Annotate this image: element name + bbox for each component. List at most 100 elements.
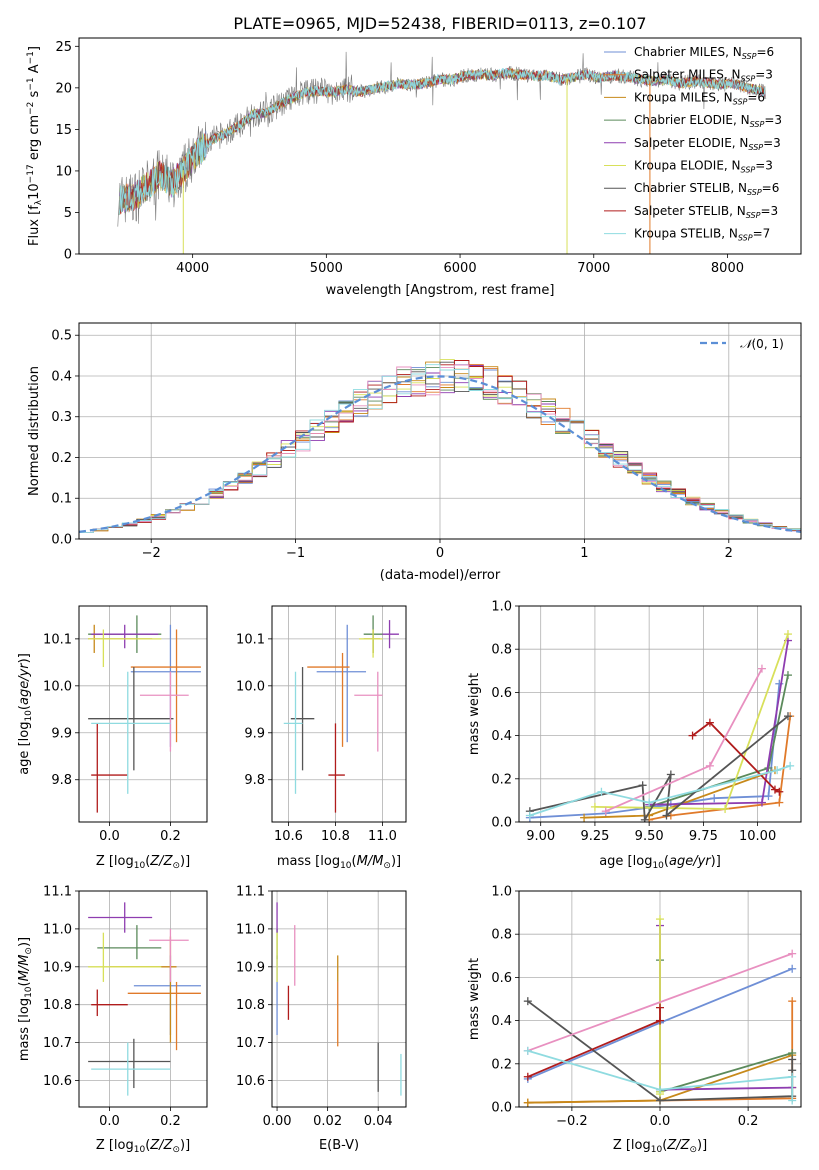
weight-point-marker [656, 1003, 664, 1012]
errorbar-point [91, 723, 128, 813]
x-tick-label: −1 [286, 546, 305, 561]
x-tick-label: 4000 [176, 261, 209, 276]
y-tick-label: 9.8 [51, 773, 72, 788]
weight-vs-age-panel: 9.00 9.25 9.50 9.75 10.00 0.0 0.2 0.4 0.6 0.8 1.0 a… [467, 600, 802, 871]
axes-frame [518, 890, 802, 1108]
axis-label: age [log10(age/yr)] [599, 854, 721, 871]
errorbar-point [139, 671, 189, 752]
x-tick-label: −0.2 [556, 1114, 588, 1129]
y-tick-label: 0.8 [491, 928, 512, 943]
y-tick-label: 10.9 [43, 960, 72, 975]
y-tick-label: 9.8 [244, 773, 265, 788]
weight-point-marker [783, 712, 792, 721]
y-tick-label: 10 [55, 164, 72, 179]
weight-point-marker [523, 1098, 532, 1107]
y-tick-label: 10.1 [43, 632, 72, 647]
errorbar-point [91, 624, 159, 649]
weight-point-marker [640, 815, 649, 822]
errorbar-point [91, 671, 171, 794]
weight-point-marker [764, 792, 773, 801]
weight-point-marker [773, 766, 782, 775]
errorbar-point [290, 667, 315, 771]
legend-label: Chabrier MILES, NSSP=6 [634, 45, 774, 61]
x-tick-label: 0.2 [160, 1114, 181, 1129]
x-tick-label: 2 [725, 546, 733, 561]
weight-series-line [529, 715, 789, 822]
errorbar-point [91, 989, 128, 1017]
axis-label: age [log10(age/yr)] [17, 653, 34, 775]
weight-series-line [605, 668, 763, 813]
errorbar-point [130, 629, 201, 743]
errorbar-point [382, 620, 399, 649]
legend-label: Chabrier STELIB, NSSP=6 [634, 181, 779, 197]
errorbar-point [363, 629, 381, 653]
y-tick-label: 10.7 [43, 1036, 72, 1051]
model-spectrum-line [118, 67, 766, 215]
axes-frame [78, 890, 208, 1108]
axis-label: Z [log10(Z/Z⊙)] [613, 1138, 707, 1155]
weight-vs-metallicity-panel: −0.2 0.0 0.2 0.0 0.2 0.4 0.6 0.8 1.0 Z [log10(Z/Z… [467, 885, 802, 1155]
weight-point-marker [666, 770, 675, 779]
weight-series-line [527, 952, 793, 1052]
x-axis-label: (data-model)/error [380, 568, 501, 583]
x-tick-label: 8000 [711, 261, 744, 276]
y-tick-label: 0.4 [491, 1014, 512, 1029]
weight-point-marker [523, 1072, 532, 1081]
x-tick-label: 9.50 [635, 829, 664, 844]
y-tick-label: 0.0 [491, 1101, 512, 1116]
y-tick-label: 0.2 [491, 772, 512, 787]
weight-series-line [659, 925, 793, 1091]
y-tick-label: 10.0 [236, 679, 265, 694]
axes-frame [518, 605, 802, 823]
x-tick-label: 0.00 [263, 1114, 292, 1129]
errorbar-point [91, 1042, 171, 1096]
y-axis-label: mass weight [467, 958, 482, 1040]
legend-label: 𝒩(0, 1) [740, 337, 784, 351]
legend-label: Salpeter MILES, NSSP=3 [634, 68, 773, 84]
y-tick-label: 0.6 [491, 971, 512, 986]
x-axis-label: E(B-V) [319, 1138, 359, 1153]
weight-point-marker [775, 798, 784, 807]
y-tick-label: 25 [55, 40, 72, 55]
x-tick-label: 11.0 [368, 829, 397, 844]
legend-label: Kroupa STELIB, NSSP=7 [634, 227, 770, 243]
y-tick-label: 10.7 [236, 1036, 265, 1051]
weight-point-marker [523, 997, 532, 1006]
legend-label: Salpeter STELIB, NSSP=3 [634, 204, 778, 220]
legend-label: Chabrier ELODIE, NSSP=3 [634, 113, 782, 129]
y-tick-label: 20 [55, 81, 72, 96]
errorbar-point [358, 629, 383, 658]
plot-area [88, 615, 201, 813]
plot-area [523, 915, 797, 1107]
y-tick-label: 0.0 [491, 816, 512, 831]
legend-label: Kroupa ELODIE, NSSP=3 [634, 159, 773, 175]
x-tick-label: 0 [436, 546, 444, 561]
weight-point-marker [601, 807, 610, 816]
x-axis-label: wavelength [Angstrom, rest frame] [326, 283, 555, 298]
y-tick-label: 15 [55, 123, 72, 138]
legend-label: Salpeter ELODIE, NSSP=3 [634, 136, 781, 152]
y-axis-label: Normed distribution [27, 366, 42, 496]
weight-point-marker [590, 802, 599, 811]
weight-point-marker [770, 785, 779, 794]
weight-point-marker [788, 997, 797, 1006]
y-tick-label: 11.0 [43, 922, 72, 937]
x-tick-label: 9.75 [689, 829, 718, 844]
weight-point-marker [710, 794, 719, 803]
weight-point-marker [757, 664, 766, 673]
weight-point-marker [662, 811, 671, 820]
weight-point-marker [597, 787, 606, 796]
errorbar-point [316, 624, 367, 743]
legend-label: Kroupa MILES, NSSP=6 [634, 90, 765, 106]
y-tick-label: 0.4 [491, 729, 512, 744]
weight-point-marker [788, 1072, 797, 1081]
weight-point-marker [783, 630, 792, 639]
y-tick-label: 11.1 [236, 885, 265, 900]
y-tick-label: 0.5 [51, 329, 72, 344]
weight-point-marker [645, 798, 654, 807]
histogram-step-line [79, 364, 801, 539]
errorbar-point [109, 936, 177, 1043]
x-tick-label: 0.2 [160, 829, 181, 844]
x-tick-label: 1 [580, 546, 588, 561]
x-tick-label: 0.0 [650, 1114, 671, 1129]
